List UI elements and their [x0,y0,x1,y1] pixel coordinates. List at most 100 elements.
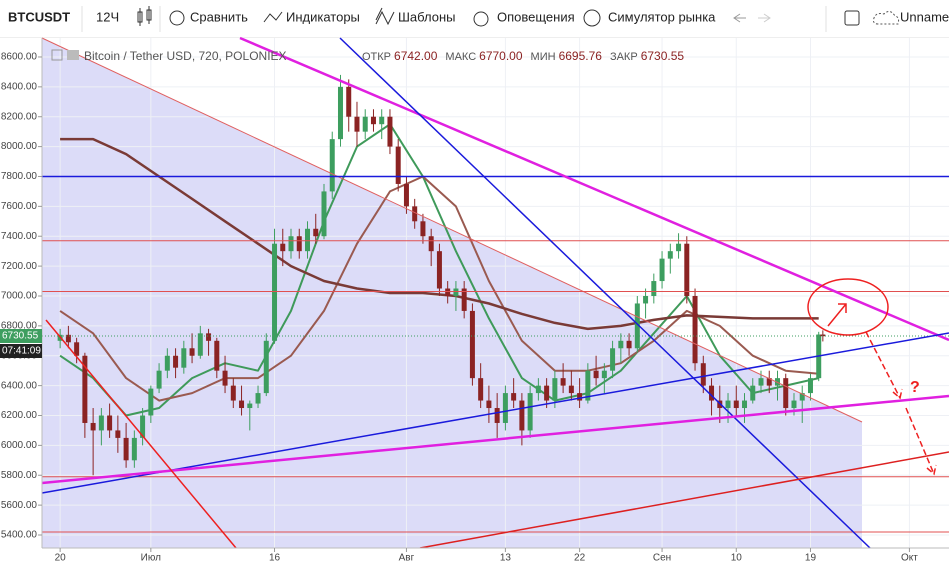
candle-body [725,400,731,409]
symbol-icon [67,50,79,60]
y-tick-label: 6000.00 [1,440,38,451]
candle-body [742,400,748,409]
candle-body [552,378,558,401]
candle-body [676,243,682,252]
candle-body [74,342,80,356]
trend-line [41,37,863,423]
arrow [827,303,847,327]
candle-body [692,295,698,364]
candle-body [412,206,418,222]
symbol[interactable]: BTCUSDT [8,9,70,24]
candle-body [494,408,500,423]
candle-body [453,288,459,296]
candle-body [420,221,426,237]
candle-body [329,139,335,192]
candle-body [296,236,302,252]
undo[interactable] [733,13,746,23]
trend-line [45,319,237,549]
candle-body [502,393,508,423]
candle-body [395,146,401,184]
candle-body [337,86,343,140]
candle-body [362,116,368,132]
price-label-box [0,329,42,343]
candle-body [321,191,327,237]
candle-body [659,258,665,282]
redo[interactable] [758,13,771,23]
candle-body [766,378,772,386]
candle-body [148,388,154,416]
x-tick-label: 16 [269,553,281,564]
fullscreen-icon[interactable] [844,10,860,26]
indicators-icon [263,11,283,23]
candle-body [82,355,88,423]
candle-body [181,348,187,368]
x-tick-label: 19 [805,553,817,564]
layout-name[interactable]: Unnamed [900,9,949,24]
price-axis [0,38,42,566]
candle-body [750,385,756,401]
x-tick-label: 10 [731,553,743,564]
collapse-icon[interactable] [51,49,63,61]
ohlc-label: ЗАКР [610,51,638,63]
x-tick-label: Июл [141,553,161,564]
candle-body [140,415,146,438]
trend-line [419,451,949,549]
candle-body [527,393,533,431]
candle-body [255,393,261,404]
arrow [865,331,903,400]
candle-body [131,437,137,461]
candle-body [469,310,475,379]
drawings [41,36,949,549]
x-tick-label: Сен [653,553,671,564]
y-tick-label: 6200.00 [1,410,38,421]
simulator-button[interactable]: Симулятор рынка [608,9,716,24]
compare-button[interactable]: Сравнить [190,9,248,24]
candle-body [626,340,632,349]
templates-button[interactable]: Шаблоны [398,9,456,24]
candle-body [280,243,286,252]
candle-body [214,340,220,371]
y-tick-label: 7800.00 [1,171,38,182]
y-tick-label: 6400.00 [1,380,38,391]
indicators-button[interactable]: Индикаторы [286,9,360,24]
candle-body [610,348,616,371]
y-tick-label: 5800.00 [1,470,38,481]
trend-line [239,36,949,342]
candle-body [263,340,269,394]
candle-body [115,430,121,438]
candle-body [387,116,393,147]
candle-body [189,348,195,356]
candle-body [288,236,294,252]
candle-body [535,385,541,394]
compare-icon [169,10,185,26]
candle-body [601,370,607,379]
interval[interactable]: 12Ч [96,9,119,24]
candle-body [684,243,690,296]
candle-body [436,251,442,289]
y-tick-label: 7200.00 [1,261,38,272]
candle-body [667,251,673,259]
candle-body [478,378,484,401]
y-tick-label: 7600.00 [1,201,38,212]
shaded-region [42,38,862,548]
candle-body [107,415,113,431]
arrow [905,407,937,476]
candle-body [206,333,212,341]
y-tick-label: 5400.00 [1,530,38,541]
candle-body [354,116,360,132]
price-label: 6730.55 [2,331,39,342]
ohlc-value: 6742.00 [394,49,438,63]
candle-body [313,228,319,237]
ohlc-label: МАКС [445,51,476,63]
candle-body [577,393,583,401]
alerts-button[interactable]: Оповещения [497,9,575,24]
trend-line [339,37,871,549]
candle-body [197,333,203,356]
y-tick-label: 7000.00 [1,291,38,302]
ohlc-value: 6730.55 [641,49,685,63]
chart-style-icon[interactable] [137,6,152,26]
candle-body [807,378,813,394]
moving-average [59,123,819,417]
x-tick-label: Окт [901,553,918,564]
